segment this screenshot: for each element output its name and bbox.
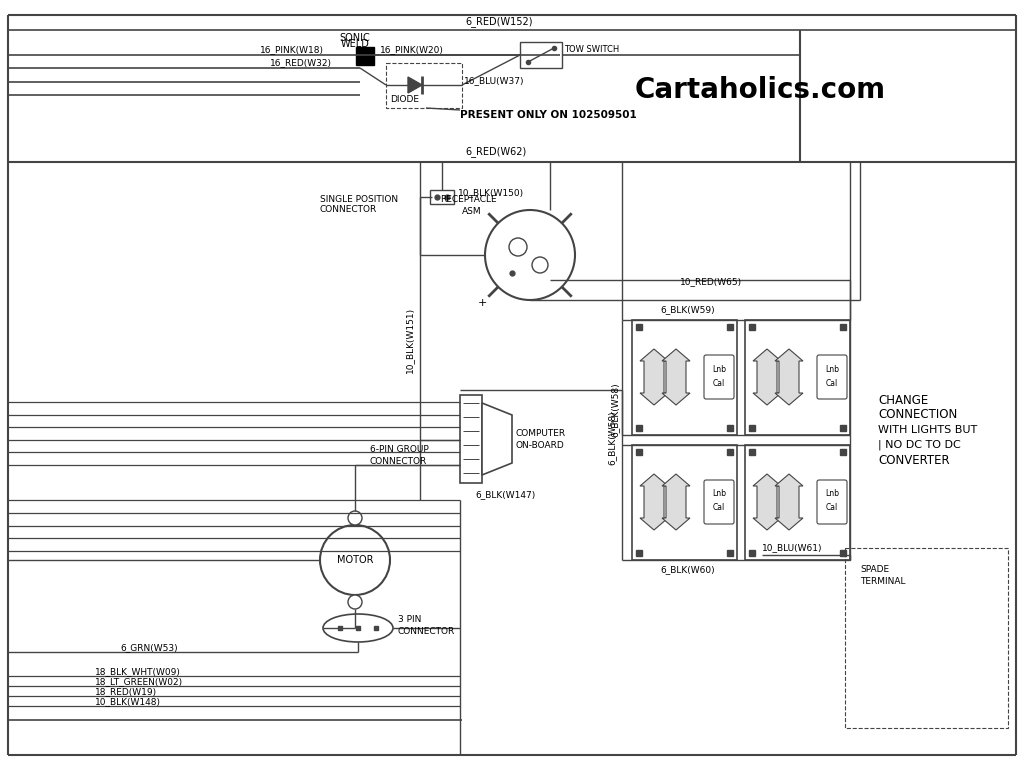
- FancyBboxPatch shape: [817, 355, 847, 399]
- Text: RECEPTACLE: RECEPTACLE: [440, 196, 497, 204]
- Bar: [745, 320, 850, 435]
- FancyBboxPatch shape: [817, 480, 847, 524]
- Text: CHANGE: CHANGE: [878, 393, 928, 406]
- Text: Cal: Cal: [713, 504, 725, 512]
- Text: CONNECTOR: CONNECTOR: [370, 456, 427, 465]
- Bar: [745, 445, 850, 560]
- Text: 18_LT_GREEN(W02): 18_LT_GREEN(W02): [95, 677, 183, 687]
- Text: Cal: Cal: [826, 379, 838, 388]
- Text: WITH LIGHTS BUT: WITH LIGHTS BUT: [878, 425, 977, 435]
- Polygon shape: [753, 349, 781, 405]
- Circle shape: [348, 511, 362, 525]
- Text: Cal: Cal: [826, 504, 838, 512]
- Text: 6_BLK(W60): 6_BLK(W60): [660, 565, 715, 574]
- Text: 10_BLK(W150): 10_BLK(W150): [458, 188, 524, 197]
- Text: CONNECTOR: CONNECTOR: [319, 206, 377, 214]
- Bar: [430, 190, 454, 204]
- Text: TERMINAL: TERMINAL: [860, 578, 905, 587]
- Text: ASM: ASM: [462, 207, 481, 216]
- Bar: [460, 395, 482, 483]
- Bar: [356, 47, 374, 65]
- Polygon shape: [662, 474, 690, 530]
- Text: PRESENT ONLY ON 102509501: PRESENT ONLY ON 102509501: [460, 110, 637, 120]
- Polygon shape: [753, 474, 781, 530]
- Text: SPADE: SPADE: [860, 565, 889, 574]
- Text: 10_BLK(W148): 10_BLK(W148): [95, 697, 161, 707]
- Text: Cal: Cal: [713, 379, 725, 388]
- FancyBboxPatch shape: [705, 355, 734, 399]
- Text: CONVERTER: CONVERTER: [878, 453, 949, 466]
- Text: 16_PINK(W20): 16_PINK(W20): [380, 45, 443, 55]
- Text: 10_BLU(W61): 10_BLU(W61): [762, 544, 822, 552]
- Text: SINGLE POSITION: SINGLE POSITION: [319, 196, 398, 204]
- Text: 18_RED(W19): 18_RED(W19): [95, 687, 157, 697]
- Text: 6_RED(W152): 6_RED(W152): [465, 17, 532, 28]
- Polygon shape: [640, 474, 668, 530]
- Text: +: +: [478, 298, 487, 308]
- Text: 3 PIN: 3 PIN: [398, 615, 421, 624]
- Bar: [386, 63, 462, 108]
- Bar: [632, 320, 737, 435]
- Text: 16_BLU(W37): 16_BLU(W37): [464, 77, 524, 85]
- Circle shape: [485, 210, 575, 300]
- Polygon shape: [640, 349, 668, 405]
- Polygon shape: [408, 77, 422, 93]
- Text: 6_BLK(W58): 6_BLK(W58): [607, 411, 616, 465]
- FancyBboxPatch shape: [705, 480, 734, 524]
- Text: 6_RED(W62): 6_RED(W62): [465, 147, 526, 157]
- Text: 18_BLK_WHT(W09): 18_BLK_WHT(W09): [95, 667, 181, 677]
- Text: Lnb: Lnb: [825, 365, 839, 373]
- Text: 6-PIN GROUP: 6-PIN GROUP: [370, 445, 429, 455]
- Text: DIODE: DIODE: [390, 95, 419, 104]
- Text: 6_GRN(W53): 6_GRN(W53): [120, 644, 177, 653]
- Polygon shape: [482, 403, 512, 475]
- Text: MOTOR: MOTOR: [337, 555, 374, 565]
- Bar: [520, 42, 562, 68]
- Text: ON-BOARD: ON-BOARD: [516, 441, 565, 449]
- Ellipse shape: [323, 614, 393, 642]
- Text: 16_RED(W32): 16_RED(W32): [270, 58, 332, 68]
- Text: WELD: WELD: [341, 39, 370, 49]
- Text: Cartaholics.com: Cartaholics.com: [635, 76, 886, 104]
- Polygon shape: [775, 474, 803, 530]
- Text: COMPUTER: COMPUTER: [516, 429, 566, 438]
- Text: 6_BLK(W147): 6_BLK(W147): [475, 491, 536, 499]
- Text: CONNECTOR: CONNECTOR: [398, 627, 456, 637]
- Text: 6_BLK(W59): 6_BLK(W59): [660, 306, 715, 315]
- Text: CONNECTION: CONNECTION: [878, 409, 957, 422]
- Polygon shape: [775, 349, 803, 405]
- Text: 16_PINK(W18): 16_PINK(W18): [260, 45, 324, 55]
- Polygon shape: [662, 349, 690, 405]
- Text: Lnb: Lnb: [825, 489, 839, 498]
- Text: 10_RED(W65): 10_RED(W65): [680, 277, 742, 286]
- Text: Lnb: Lnb: [712, 365, 726, 373]
- Text: Lnb: Lnb: [712, 489, 726, 498]
- Text: 10_BLK(W151): 10_BLK(W151): [406, 307, 415, 373]
- Bar: [845, 548, 1008, 728]
- Text: SONIC: SONIC: [340, 33, 371, 43]
- Circle shape: [319, 525, 390, 595]
- Circle shape: [348, 595, 362, 609]
- Text: TOW SWITCH: TOW SWITCH: [564, 45, 620, 55]
- Text: | NO DC TO DC: | NO DC TO DC: [878, 440, 961, 450]
- Bar: [632, 445, 737, 560]
- Text: 6_BLK(W58): 6_BLK(W58): [610, 382, 620, 437]
